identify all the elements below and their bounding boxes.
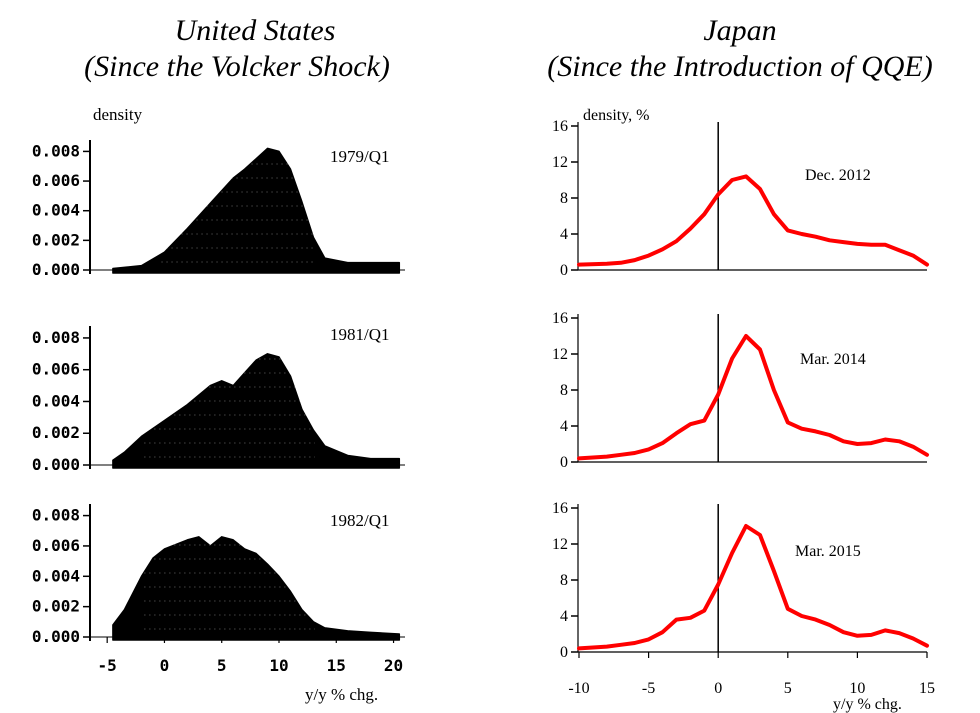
jp-2015-annotation: Mar. 2015 — [795, 543, 861, 560]
jp-2012-density-line — [577, 174, 929, 267]
us-1981-y-tick-label: 0.004 — [32, 391, 80, 410]
jp-2012-y-tick-label: 0 — [560, 262, 568, 279]
jp-2014-y-tick-label: 4 — [560, 418, 568, 435]
jp-2012-y-tick-label: 12 — [552, 154, 568, 171]
jp-2012-annotation: Dec. 2012 — [805, 167, 871, 184]
us-1981-annotation: 1981/Q1 — [330, 325, 390, 344]
us-1982-annotation: 1982/Q1 — [330, 511, 390, 530]
us-y-axis-label: density — [93, 105, 143, 124]
jp-2015-x-tick-label: 10 — [849, 680, 865, 697]
us-1981-y-tick-label: 0.008 — [32, 328, 80, 347]
jp-2012-y-tick-label: 16 — [552, 118, 568, 135]
jp-2015-y-tick-label: 8 — [560, 572, 568, 589]
jp-2014-annotation: Mar. 2014 — [800, 351, 866, 368]
jp-2015-x-tick-label: 5 — [784, 680, 792, 697]
jp-title-line2: (Since the Introduction of QQE) — [547, 50, 932, 83]
jp-2014-y-tick-label: 12 — [552, 346, 568, 363]
us-1982-y-tick-label: 0.004 — [32, 566, 80, 585]
us-1982-x-tick-label: 5 — [217, 656, 227, 675]
jp-y-axis-label: density, % — [583, 107, 650, 124]
us-1979-annotation: 1979/Q1 — [330, 147, 390, 166]
us-1981-y-tick-label: 0.002 — [32, 423, 80, 442]
jp-2014-y-tick-label: 16 — [552, 310, 568, 327]
us-1982-y-tick-label: 0.008 — [32, 506, 80, 525]
jp-2015-x-tick-label: 15 — [919, 680, 935, 697]
jp-2014-density-line — [577, 334, 929, 461]
us-1982-x-tick-label: 0 — [160, 656, 170, 675]
jp-2014-y-tick-label: 0 — [560, 454, 568, 471]
jp-2012-y-tick-label: 8 — [560, 190, 568, 207]
jp-2014-y-tick-label: 8 — [560, 382, 568, 399]
us-1982-y-tick-label: 0.000 — [32, 627, 80, 646]
jp-2014-panel: 16 12 8 4 0 Mar. 2014 — [552, 310, 929, 471]
us-1982-y-tick-label: 0.002 — [32, 597, 80, 616]
jp-x-axis-label: y/y % chg. — [833, 696, 902, 713]
us-1982-x-tick-label: 15 — [327, 656, 346, 675]
jp-2015-y-tick-label: 16 — [552, 500, 568, 517]
jp-2015-y-tick-label: 12 — [552, 536, 568, 553]
us-1982-density-area — [112, 536, 401, 641]
us-1982-y-tick-label: 0.006 — [32, 536, 80, 555]
us-x-axis-label: y/y % chg. — [305, 685, 378, 704]
jp-2012-y-tick-label: 4 — [560, 226, 568, 243]
us-1979-y-tick-label: 0.002 — [32, 230, 80, 249]
jp-2015-x-tick-label: -10 — [568, 680, 589, 697]
jp-2012-panel: 16 12 8 4 0 Dec. 2012 — [552, 118, 929, 279]
us-1979-y-tick-label: 0.000 — [32, 260, 80, 279]
us-1982-panel: 0.008 0.006 0.004 0.002 0.000 -5 0 5 10 15 20 1982/… — [32, 504, 405, 675]
us-1982-x-tick-label: 20 — [384, 656, 403, 675]
us-1981-density-area — [112, 353, 401, 469]
us-1981-y-tick-label: 0.006 — [32, 360, 80, 379]
us-1979-y-tick-label: 0.004 — [32, 201, 80, 220]
jp-2015-x-tick-label: -5 — [642, 680, 655, 697]
jp-2015-x-tick-label: 0 — [714, 680, 722, 697]
jp-2015-y-tick-label: 0 — [560, 644, 568, 661]
jp-2015-y-tick-label: 4 — [560, 608, 568, 625]
us-1982-x-tick-label: -5 — [98, 656, 117, 675]
us-1979-density-area — [112, 147, 401, 274]
us-title-line1: United States — [175, 14, 336, 47]
us-1982-x-tick-label: 10 — [269, 656, 288, 675]
us-1979-panel: 0.008 0.006 0.004 0.002 0.000 1979/Q1 — [32, 140, 405, 279]
jp-2015-density-line — [577, 524, 929, 651]
jp-2015-panel: 16 12 8 4 0 -10 -5 0 5 10 15 Mar. 2015 — [552, 500, 935, 697]
us-1981-panel: 0.008 0.006 0.004 0.002 0.000 1981/Q1 — [32, 325, 405, 474]
us-1979-y-tick-label: 0.006 — [32, 171, 80, 190]
jp-title-line1: Japan — [703, 14, 776, 47]
us-1981-y-tick-label: 0.000 — [32, 455, 80, 474]
us-title-line2: (Since the Volcker Shock) — [84, 50, 390, 83]
us-1979-y-tick-label: 0.008 — [32, 141, 80, 160]
